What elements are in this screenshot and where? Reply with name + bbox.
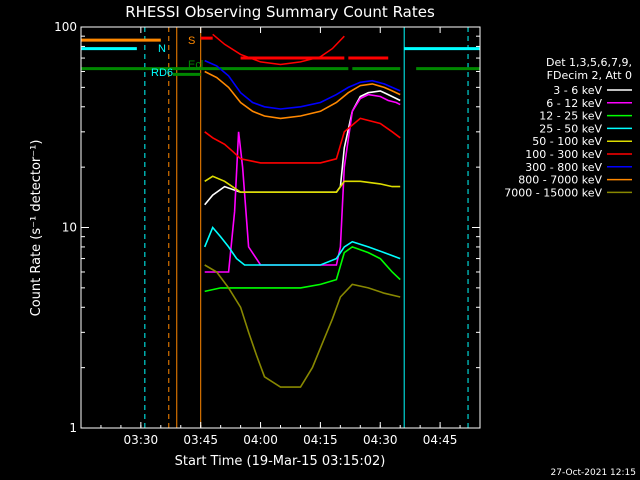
- legend-label-6: 300 - 800 keV: [525, 161, 602, 174]
- x-tick-label-0: 03:30: [124, 433, 159, 447]
- legend-label-8: 7000 - 15000 keV: [504, 186, 602, 199]
- series-line-7: [204, 70, 401, 120]
- flag-label-n: N: [158, 43, 166, 55]
- red-arc-line: [212, 33, 345, 66]
- x-axis-label: Start Time (19-Mar-15 03:15:02): [175, 454, 386, 469]
- series-line-4: [204, 175, 401, 193]
- legend-label-2: 12 - 25 keV: [539, 110, 602, 123]
- legend-label-0: 3 - 6 keV: [553, 84, 602, 97]
- series-line-8: [204, 264, 401, 388]
- flag-label-ecl: Ecl: [188, 59, 203, 71]
- series-line-3: [203, 225, 401, 266]
- y-axis-label: Count Rate (s⁻¹ detector⁻¹): [29, 140, 44, 317]
- y-tick-label-2: 100: [54, 20, 77, 34]
- x-tick-label-5: 04:45: [423, 433, 458, 447]
- x-tick-label-1: 03:45: [183, 433, 218, 447]
- x-tick-label-3: 04:15: [303, 433, 338, 447]
- x-tick-label-4: 04:30: [363, 433, 398, 447]
- series-layer: [81, 27, 480, 428]
- flag-label-rd6: RD6: [151, 67, 173, 79]
- footer-timestamp: 27-Oct-2021 12:15: [551, 468, 636, 478]
- legend-header-1: Det 1,3,5,6,7,9,: [546, 56, 632, 69]
- series-line-5: [204, 117, 401, 164]
- ticks-layer: 03:30 03:45 04:00 04:15 04:30 04:45 1 10 100: [54, 20, 480, 447]
- series-line-6: [204, 59, 401, 110]
- plot-border: [80, 26, 481, 429]
- series-line-2: [204, 246, 401, 293]
- y-tick-label-0: 1: [69, 421, 77, 435]
- legend-label-4: 50 - 100 keV: [532, 135, 602, 148]
- legend-label-7: 800 - 7000 keV: [518, 174, 602, 187]
- legend-label-5: 100 - 300 keV: [525, 148, 602, 161]
- x-tick-label-2: 04:00: [243, 433, 278, 447]
- legend-label-3: 25 - 50 keV: [539, 122, 602, 135]
- plot-frame: [80, 26, 481, 429]
- flag-label-s: S: [188, 35, 195, 47]
- legend-label-1: 6 - 12 keV: [546, 97, 602, 110]
- chart-title: RHESSI Observing Summary Count Rates: [125, 3, 435, 21]
- y-tick-label-1: 10: [62, 221, 77, 235]
- legend-header-2: FDecim 2, Att 0: [547, 69, 632, 82]
